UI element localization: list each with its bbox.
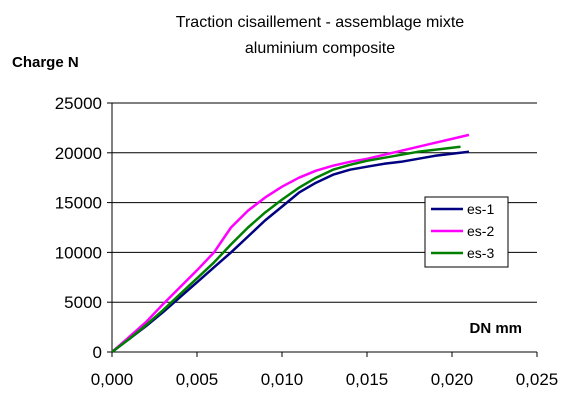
series-line-es-1 bbox=[111, 150, 470, 353]
y-tick-label-3: 15000 bbox=[55, 194, 102, 213]
axes bbox=[107, 102, 538, 357]
x-tick-label-5: 0,025 bbox=[516, 370, 559, 389]
y-tick-labels: 0 5000 10000 15000 20000 25000 bbox=[55, 94, 102, 362]
y-tick-label-0: 0 bbox=[93, 343, 102, 362]
x-tick-label-0: 0,000 bbox=[91, 370, 134, 389]
legend: es-1 es-2 es-3 bbox=[424, 196, 509, 268]
legend-label-es-3: es-3 bbox=[467, 245, 494, 261]
y-tick-label-5: 25000 bbox=[55, 94, 102, 113]
x-tick-label-4: 0,020 bbox=[431, 370, 474, 389]
y-tick-label-4: 20000 bbox=[55, 144, 102, 163]
y-axis-label: Charge N bbox=[12, 54, 79, 71]
chart-title-line-1: Traction cisaillement - assemblage mixte bbox=[176, 14, 465, 31]
series-lines bbox=[111, 133, 470, 353]
legend-label-es-2: es-2 bbox=[467, 223, 494, 239]
chart-title-line-2: aluminium composite bbox=[245, 40, 395, 57]
y-tick-label-1: 5000 bbox=[64, 293, 102, 312]
x-tick-label-2: 0,010 bbox=[261, 370, 304, 389]
x-tick-labels: 0,000 0,005 0,010 0,015 0,020 0,025 bbox=[91, 370, 559, 389]
x-axis-label: DN mm bbox=[469, 320, 522, 337]
x-tick-label-3: 0,015 bbox=[346, 370, 389, 389]
y-tick-label-2: 10000 bbox=[55, 243, 102, 262]
x-tick-label-1: 0,005 bbox=[176, 370, 219, 389]
legend-label-es-1: es-1 bbox=[467, 201, 494, 217]
series-line-es-3 bbox=[111, 145, 461, 353]
series-line-es-2 bbox=[111, 133, 470, 353]
